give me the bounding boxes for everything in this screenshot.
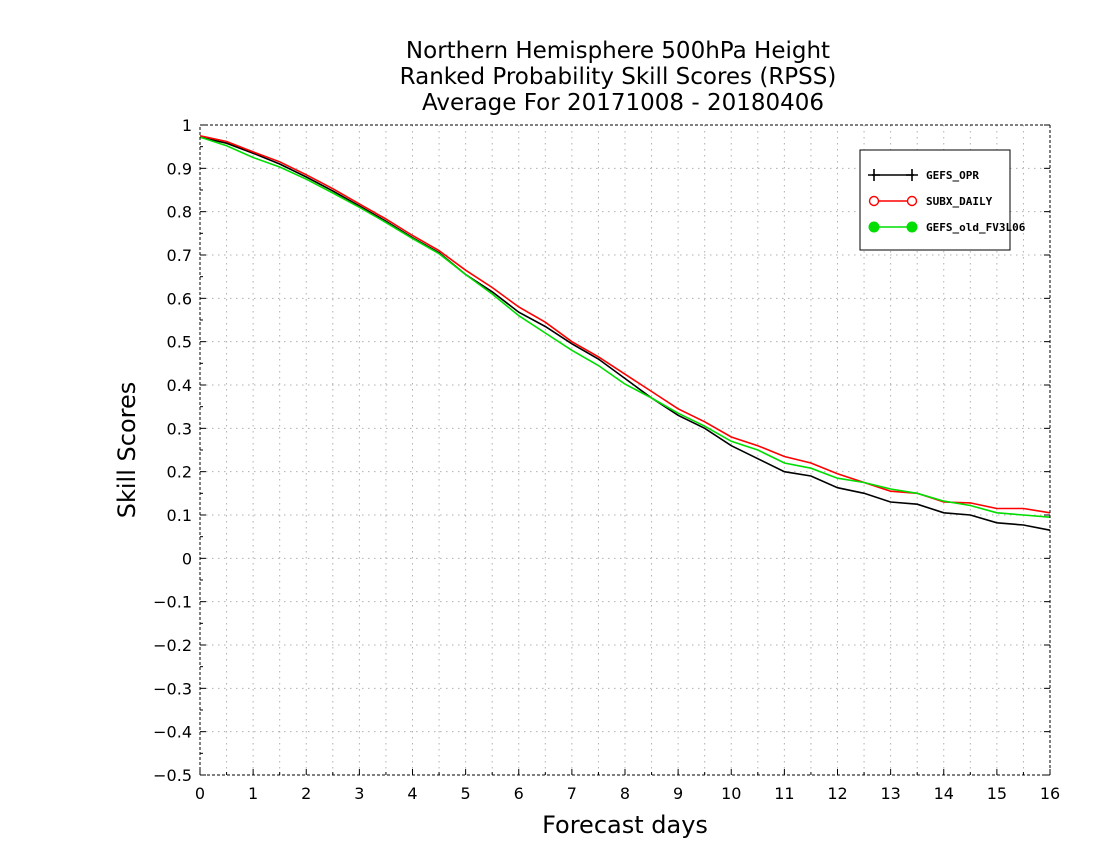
- legend-label-subx-daily: SUBX_DAILY: [926, 195, 993, 208]
- title-line-2: Ranked Probability Skill Scores (RPSS): [400, 64, 837, 90]
- x-tick-label: 6: [514, 784, 524, 803]
- x-tick-label: 0: [195, 784, 205, 803]
- axis-ticks: 0 1 2 3 4 5 6 7 8 9 10 11 12 13 14 15 16−0.5−0.4−0.3−0.2…: [153, 116, 1060, 803]
- y-tick-label: 0.2: [167, 463, 192, 482]
- legend-marker-open-circle: [906, 195, 918, 207]
- y-tick-label: −0.1: [153, 593, 192, 612]
- legend-label-gefs-old-fv3l06: GEFS_old_FV3L06: [926, 221, 1026, 234]
- x-tick-label: 10: [721, 784, 741, 803]
- series-line-gefs-old-fv3l06: [199, 136, 1051, 518]
- chart-title: Northern Hemisphere 500hPa Height Ranked…: [400, 38, 837, 116]
- x-tick-label: 15: [987, 784, 1007, 803]
- legend-marker-plus: [906, 169, 918, 181]
- y-tick-label: 0.4: [167, 376, 192, 395]
- x-tick-label: 8: [620, 784, 630, 803]
- x-tick-label: 16: [1040, 784, 1060, 803]
- y-tick-label: −0.3: [153, 679, 192, 698]
- y-tick-label: 0.1: [167, 506, 192, 525]
- y-tick-label: 0.6: [167, 289, 192, 308]
- y-axis-label: Skill Scores: [113, 382, 141, 519]
- y-tick-label: 0.8: [167, 203, 192, 222]
- x-tick-label: 2: [301, 784, 311, 803]
- y-tick-label: −0.2: [153, 636, 192, 655]
- legend-marker-open-circle: [868, 195, 880, 207]
- x-tick-label: 5: [461, 784, 471, 803]
- x-tick-label: 14: [934, 784, 954, 803]
- y-tick-label: −0.5: [153, 766, 192, 785]
- x-axis-label: Forecast days: [542, 811, 708, 839]
- title-line-3: Average For 20171008 - 20180406: [422, 90, 824, 116]
- title-line-1: Northern Hemisphere 500hPa Height: [406, 38, 830, 64]
- x-tick-label: 9: [673, 784, 683, 803]
- x-tick-label: 7: [567, 784, 577, 803]
- x-tick-label: 4: [407, 784, 417, 803]
- y-tick-label: −0.4: [153, 723, 192, 742]
- legend-marker-filled-circle: [906, 221, 918, 233]
- x-tick-label: 11: [774, 784, 794, 803]
- y-tick-label: 0.9: [167, 159, 192, 178]
- legend-label-gefs-opr: GEFS_OPR: [926, 169, 979, 182]
- y-tick-label: 0: [182, 549, 192, 568]
- y-tick-label: 0.7: [167, 246, 192, 265]
- y-tick-label: 1: [182, 116, 192, 135]
- legend-marker-filled-circle: [868, 221, 880, 233]
- y-tick-label: 0.3: [167, 419, 192, 438]
- series-lines: [199, 135, 1051, 531]
- legend-marker-plus: [868, 169, 880, 181]
- x-tick-label: 3: [354, 784, 364, 803]
- legend-box: [859, 149, 1011, 251]
- x-tick-label: 13: [880, 784, 900, 803]
- x-tick-label: 1: [248, 784, 258, 803]
- y-tick-label: 0.5: [167, 333, 192, 352]
- series-line-gefs-opr: [199, 136, 1051, 531]
- legend: GEFS_OPR SUBX_DAILY GEFS_old_FV3L06: [859, 149, 1026, 251]
- x-tick-label: 12: [827, 784, 847, 803]
